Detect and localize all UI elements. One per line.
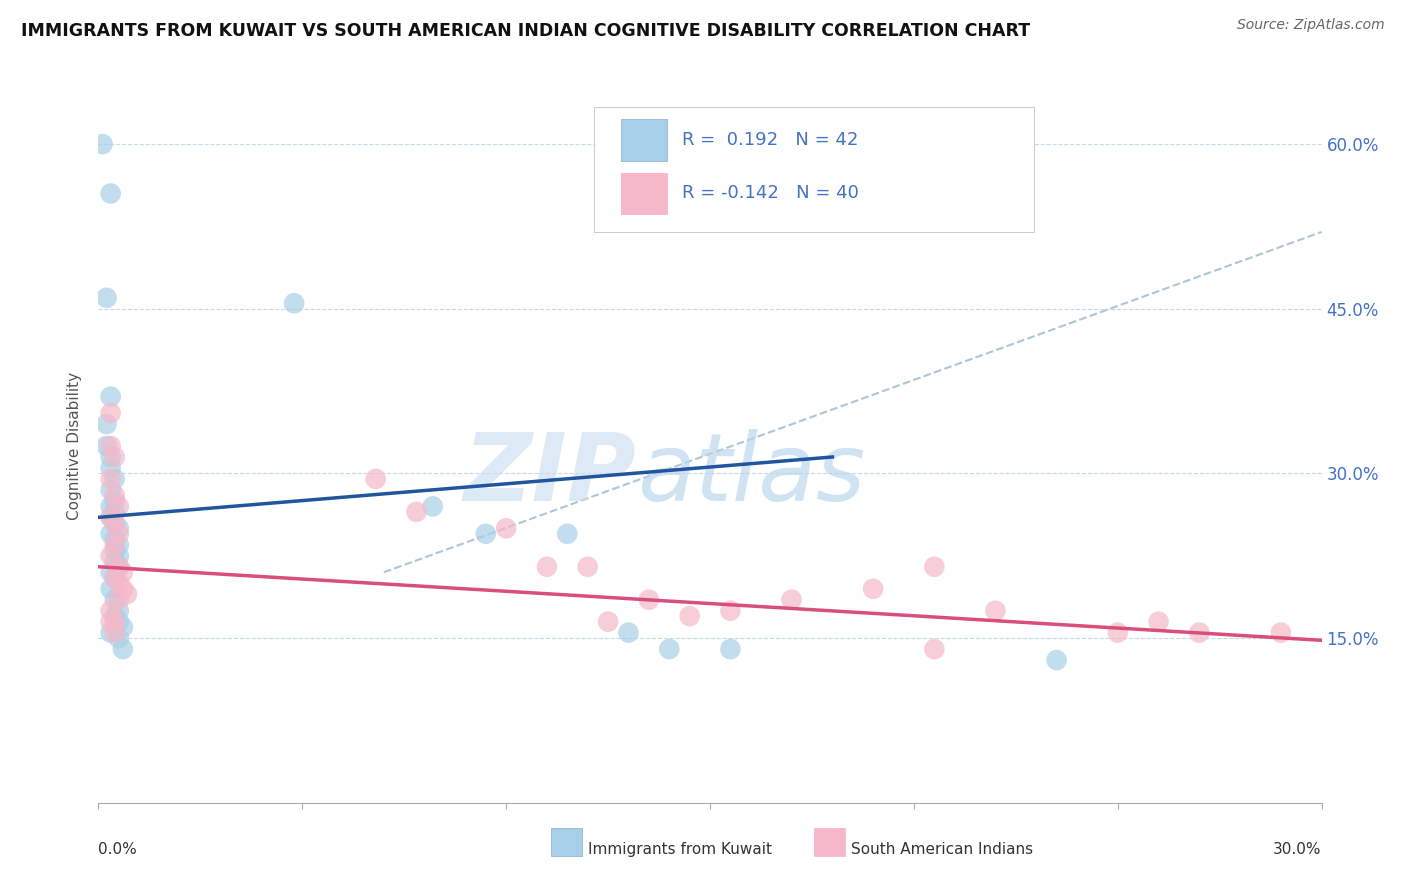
Point bbox=[104, 488, 127, 502]
Text: South American Indians: South American Indians bbox=[851, 842, 1033, 857]
Point bbox=[100, 526, 122, 541]
Point bbox=[104, 494, 127, 508]
Point bbox=[780, 592, 803, 607]
Point bbox=[638, 592, 661, 607]
Point bbox=[100, 500, 122, 514]
Point bbox=[108, 521, 131, 535]
Point bbox=[862, 582, 884, 596]
Point bbox=[100, 582, 122, 596]
Point bbox=[108, 631, 131, 645]
Point bbox=[658, 642, 681, 657]
Point bbox=[108, 526, 131, 541]
Point bbox=[100, 406, 122, 420]
Point bbox=[922, 642, 945, 657]
Point bbox=[104, 543, 127, 558]
Point bbox=[111, 566, 134, 580]
Point bbox=[100, 439, 122, 453]
Point bbox=[104, 625, 127, 640]
Point bbox=[474, 526, 498, 541]
Bar bbox=[620, 173, 668, 214]
Point bbox=[108, 559, 131, 574]
Point bbox=[104, 615, 127, 629]
Point bbox=[104, 554, 127, 568]
Y-axis label: Cognitive Disability: Cognitive Disability bbox=[67, 372, 83, 520]
Point bbox=[720, 604, 742, 618]
Point bbox=[100, 566, 122, 580]
Point bbox=[104, 505, 127, 519]
Text: R = -0.142   N = 40: R = -0.142 N = 40 bbox=[682, 184, 859, 202]
Point bbox=[104, 516, 127, 530]
Point bbox=[283, 296, 305, 310]
Point bbox=[1270, 625, 1292, 640]
Point bbox=[679, 609, 702, 624]
Point bbox=[1045, 653, 1069, 667]
Text: R =  0.192   N = 42: R = 0.192 N = 42 bbox=[682, 131, 858, 149]
Point bbox=[100, 390, 122, 404]
Point bbox=[104, 571, 127, 585]
Point bbox=[108, 615, 131, 629]
Point bbox=[115, 587, 138, 601]
Point bbox=[720, 642, 742, 657]
Point bbox=[108, 576, 131, 591]
Point bbox=[100, 549, 122, 563]
Point bbox=[108, 549, 131, 563]
Point bbox=[100, 186, 122, 201]
Text: atlas: atlas bbox=[637, 429, 865, 520]
Point bbox=[104, 472, 127, 486]
Point bbox=[598, 615, 620, 629]
Point bbox=[536, 559, 558, 574]
Point bbox=[108, 604, 131, 618]
Point bbox=[104, 571, 127, 585]
Point bbox=[576, 559, 599, 574]
Point bbox=[1147, 615, 1170, 629]
Point bbox=[111, 620, 134, 634]
Point bbox=[364, 472, 387, 486]
Point bbox=[108, 500, 131, 514]
Point bbox=[617, 625, 640, 640]
Point bbox=[984, 604, 1007, 618]
Point bbox=[111, 582, 134, 596]
Point bbox=[422, 500, 444, 514]
Point bbox=[104, 450, 127, 464]
Point bbox=[104, 533, 127, 547]
Text: IMMIGRANTS FROM KUWAIT VS SOUTH AMERICAN INDIAN COGNITIVE DISABILITY CORRELATION: IMMIGRANTS FROM KUWAIT VS SOUTH AMERICAN… bbox=[21, 22, 1031, 40]
Point bbox=[96, 439, 118, 453]
FancyBboxPatch shape bbox=[593, 107, 1035, 232]
Point bbox=[922, 559, 945, 574]
Point bbox=[1188, 625, 1211, 640]
Point bbox=[104, 592, 127, 607]
Point bbox=[1107, 625, 1129, 640]
Text: Source: ZipAtlas.com: Source: ZipAtlas.com bbox=[1237, 18, 1385, 32]
Text: 30.0%: 30.0% bbox=[1274, 842, 1322, 857]
Bar bbox=[814, 828, 845, 856]
Bar bbox=[620, 120, 668, 161]
Point bbox=[100, 615, 122, 629]
Point bbox=[108, 592, 131, 607]
Bar bbox=[551, 828, 582, 856]
Point bbox=[557, 526, 579, 541]
Point bbox=[96, 417, 118, 431]
Point bbox=[100, 510, 122, 524]
Point bbox=[100, 625, 122, 640]
Point bbox=[104, 538, 127, 552]
Point bbox=[111, 642, 134, 657]
Point bbox=[405, 505, 427, 519]
Point bbox=[104, 609, 127, 624]
Point bbox=[495, 521, 517, 535]
Text: ZIP: ZIP bbox=[464, 428, 637, 521]
Point bbox=[100, 450, 122, 464]
Point bbox=[100, 461, 122, 475]
Point bbox=[96, 291, 118, 305]
Point bbox=[108, 538, 131, 552]
Point bbox=[91, 137, 114, 152]
Point bbox=[100, 472, 122, 486]
Point bbox=[100, 510, 122, 524]
Point bbox=[100, 604, 122, 618]
Text: 0.0%: 0.0% bbox=[98, 842, 138, 857]
Text: Immigrants from Kuwait: Immigrants from Kuwait bbox=[588, 842, 772, 857]
Point bbox=[104, 516, 127, 530]
Point bbox=[108, 559, 131, 574]
Point bbox=[100, 483, 122, 497]
